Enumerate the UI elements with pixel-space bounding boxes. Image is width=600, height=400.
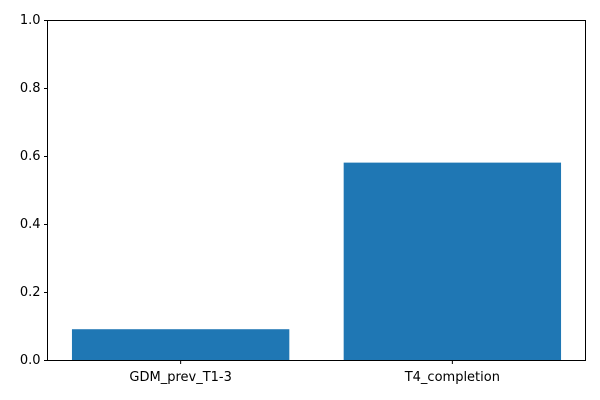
y-tick-label: 0.2 — [20, 285, 41, 300]
y-tick-label: 0.8 — [20, 81, 41, 96]
x-tick-label: GDM_prev_T1-3 — [129, 370, 231, 385]
y-tick-label: 1.0 — [20, 13, 41, 28]
y-tick-label: 0.4 — [20, 217, 41, 232]
bars-group — [71, 162, 562, 361]
y-tick-label: 0.6 — [20, 149, 41, 164]
bar-t4-completion — [343, 162, 562, 361]
bar-gdm-prev-t1-3 — [71, 329, 290, 361]
x-axis: GDM_prev_T1-3 T4_completion — [129, 360, 500, 385]
x-tick-label: T4_completion — [404, 370, 500, 385]
y-axis: 0.0 0.2 0.4 0.6 0.8 1.0 — [20, 13, 48, 368]
y-tick-label: 0.0 — [20, 353, 41, 368]
plot-frame — [47, 20, 586, 361]
